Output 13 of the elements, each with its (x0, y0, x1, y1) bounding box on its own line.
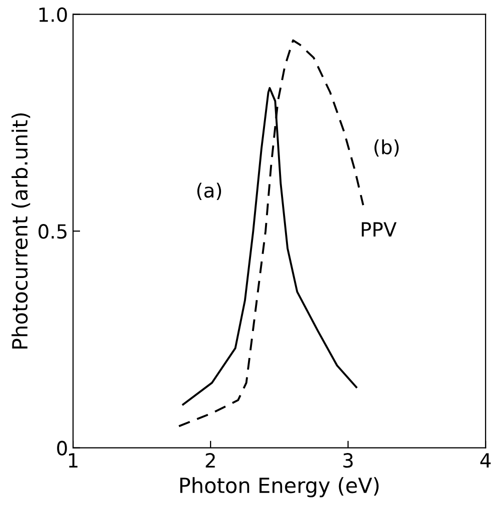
line-series (182, 87, 358, 406)
x-tick-label: 4 (480, 453, 491, 468)
x-tick-label: 1 (69, 453, 78, 468)
annotation: PPV (362, 222, 397, 236)
x-axis-title: Photon Energy (eV) (180, 477, 379, 498)
y-tick-label: 1.0 (39, 7, 67, 22)
series-label: (b) (374, 139, 399, 157)
y-tick-label: 0.5 (38, 224, 66, 239)
series-label: (a) (197, 182, 222, 200)
x-tick-label: 3 (343, 453, 353, 468)
y-tick-label: 0 (57, 440, 67, 456)
x-tick-label: 2 (206, 453, 215, 468)
y-axis-title: Photocurrent (arb.unit) (12, 113, 30, 349)
